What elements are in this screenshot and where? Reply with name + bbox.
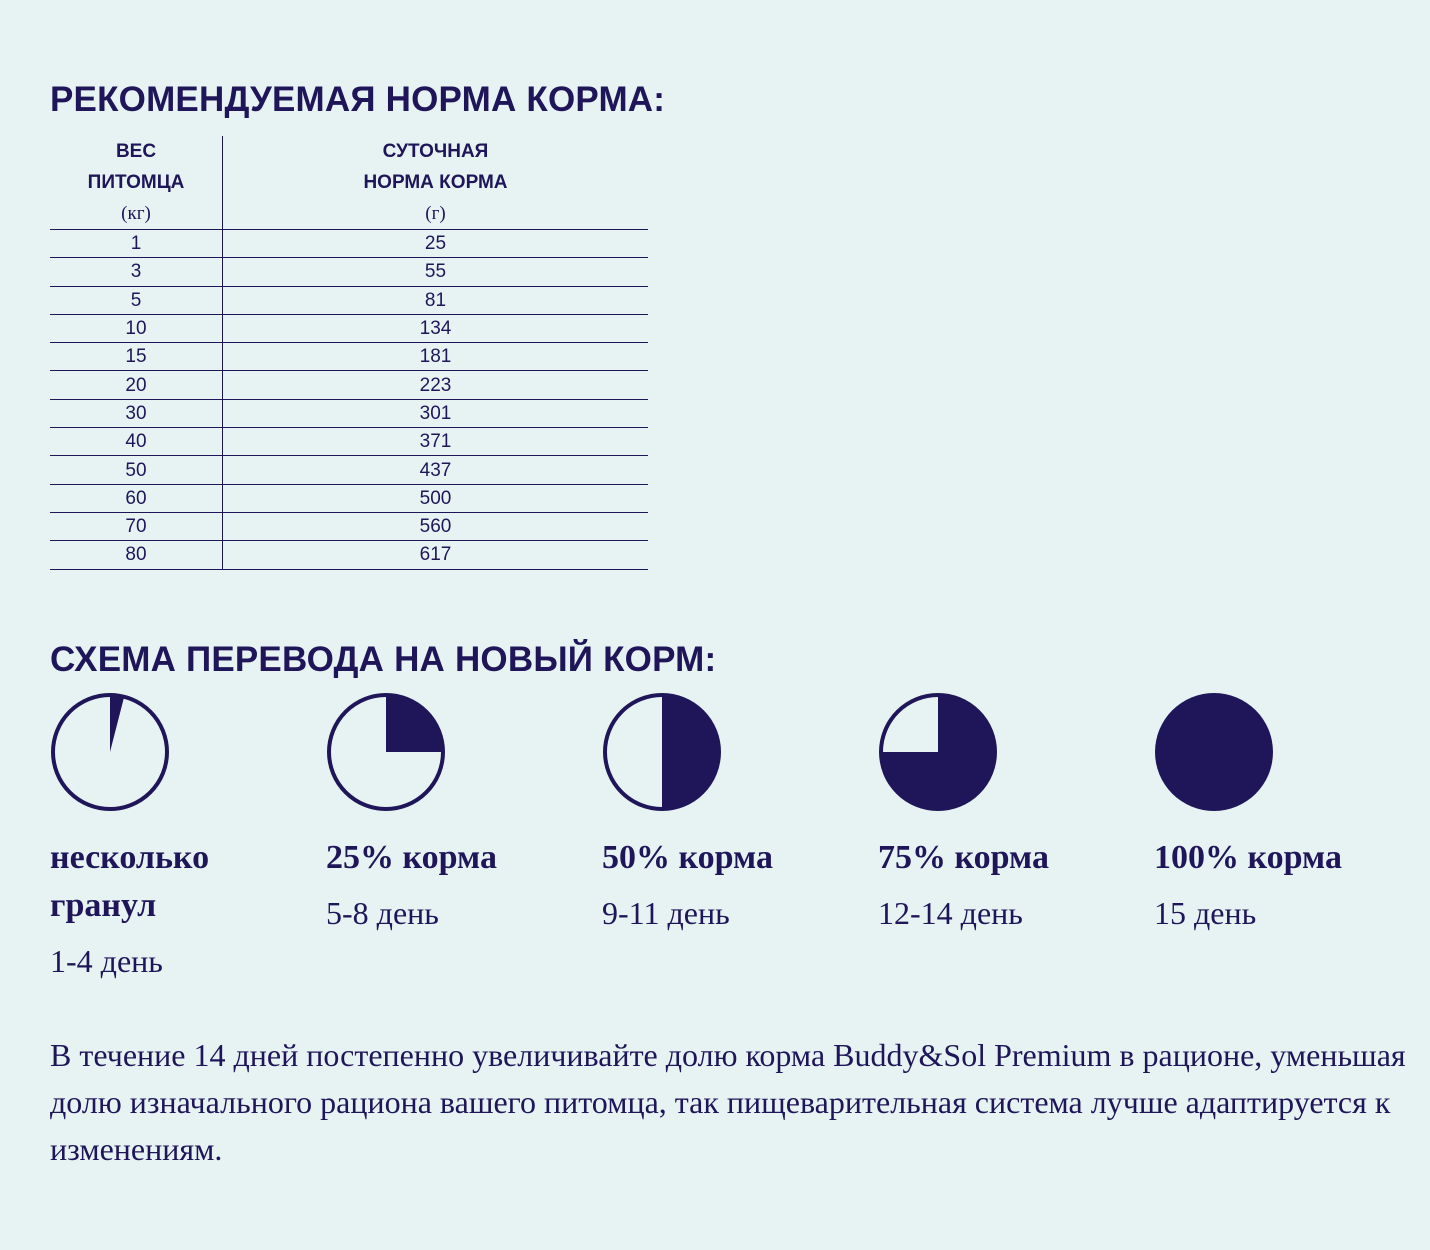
- norm-cell: 437: [222, 455, 648, 485]
- table-row: 60 500: [50, 483, 648, 513]
- step-label: 50% корма: [602, 839, 773, 876]
- header-text: ПИТОМЦА: [87, 172, 185, 193]
- pie-progress-icon: [327, 693, 445, 811]
- pie-fill: [662, 695, 719, 809]
- table-row: 5 81: [50, 285, 648, 315]
- norm-cell: 55: [222, 257, 648, 287]
- pie-progress-icon: [879, 693, 997, 811]
- header-unit: (кг): [121, 203, 151, 224]
- table-row: 20 223: [50, 370, 648, 400]
- table-row: 15 181: [50, 342, 648, 371]
- header-daily-norm: СУТОЧНАЯ НОРМА КОРМА (г): [223, 136, 649, 230]
- table-row: 10 134: [50, 313, 648, 343]
- pie-fill: [881, 695, 995, 809]
- weight-cell: 15: [50, 342, 223, 371]
- norm-cell: 371: [222, 427, 648, 456]
- norm-cell: 301: [222, 398, 648, 428]
- feeding-table: ВЕС ПИТОМЦА (кг) СУТОЧНАЯ НОРМА КОРМА (г…: [50, 136, 648, 570]
- step-label: 100% корма: [1154, 839, 1342, 876]
- weight-cell: 1: [50, 228, 223, 258]
- table-row: 40 371: [50, 427, 648, 456]
- norm-cell: 560: [222, 511, 648, 541]
- step-label: 25% корма: [326, 839, 497, 876]
- transition-step: 75% корма 12-14 день: [878, 692, 1138, 936]
- weight-cell: 10: [50, 313, 223, 343]
- norm-cell: 500: [222, 483, 648, 513]
- feeding-norm-title: РЕКОМЕНДУЕМАЯ НОРМА КОРМА:: [50, 80, 666, 119]
- norm-cell: 134: [222, 313, 648, 343]
- pie-fill: [1155, 693, 1273, 811]
- header-text: СУТОЧНАЯ: [382, 141, 489, 162]
- weight-cell: 3: [50, 257, 223, 287]
- header-weight: ВЕС ПИТОМЦА (кг): [50, 136, 223, 230]
- table-row: 3 55: [50, 257, 648, 287]
- norm-cell: 181: [222, 342, 648, 371]
- table-row: 50 437: [50, 455, 648, 485]
- step-days: 15 день: [1154, 895, 1257, 931]
- table-row: 30 301: [50, 398, 648, 428]
- weight-cell: 80: [50, 540, 223, 570]
- header-text: НОРМА КОРМА: [363, 172, 508, 193]
- header-unit: (г): [425, 203, 446, 224]
- norm-cell: 81: [222, 285, 648, 315]
- weight-cell: 30: [50, 398, 223, 428]
- pie-progress-icon: [51, 693, 169, 811]
- pie-fill: [386, 695, 443, 752]
- weight-cell: 50: [50, 455, 223, 485]
- table-row: 70 560: [50, 511, 648, 541]
- norm-cell: 617: [222, 540, 648, 570]
- norm-cell: 25: [222, 228, 648, 258]
- weight-cell: 60: [50, 483, 223, 513]
- table-row: 80 617: [50, 540, 648, 570]
- step-label: несколько гранул: [50, 839, 210, 924]
- transition-step: несколько гранул 1-4 день: [50, 692, 310, 984]
- pie-progress-icon: [603, 693, 721, 811]
- pie-progress-icon: [1155, 693, 1273, 811]
- transition-step: 50% корма 9-11 день: [602, 692, 862, 936]
- transition-step: 100% корма 15 день: [1154, 692, 1414, 936]
- step-days: 12-14 день: [878, 895, 1023, 931]
- weight-cell: 20: [50, 370, 223, 400]
- transition-description: В течение 14 дней постепенно увеличивайт…: [50, 1037, 1406, 1167]
- norm-cell: 223: [222, 370, 648, 400]
- pie-fill: [110, 695, 125, 752]
- step-days: 9-11 день: [602, 895, 730, 931]
- transition-title: СХЕМА ПЕРЕВОДА НА НОВЫЙ КОРМ:: [50, 640, 717, 679]
- table-row: 1 25: [50, 228, 648, 258]
- weight-cell: 5: [50, 285, 223, 315]
- weight-cell: 40: [50, 427, 223, 456]
- step-days: 1-4 день: [50, 943, 163, 979]
- step-label: 75% корма: [878, 839, 1049, 876]
- weight-cell: 70: [50, 511, 223, 541]
- step-days: 5-8 день: [326, 895, 439, 931]
- transition-step: 25% корма 5-8 день: [326, 692, 586, 936]
- header-text: ВЕС: [115, 141, 157, 162]
